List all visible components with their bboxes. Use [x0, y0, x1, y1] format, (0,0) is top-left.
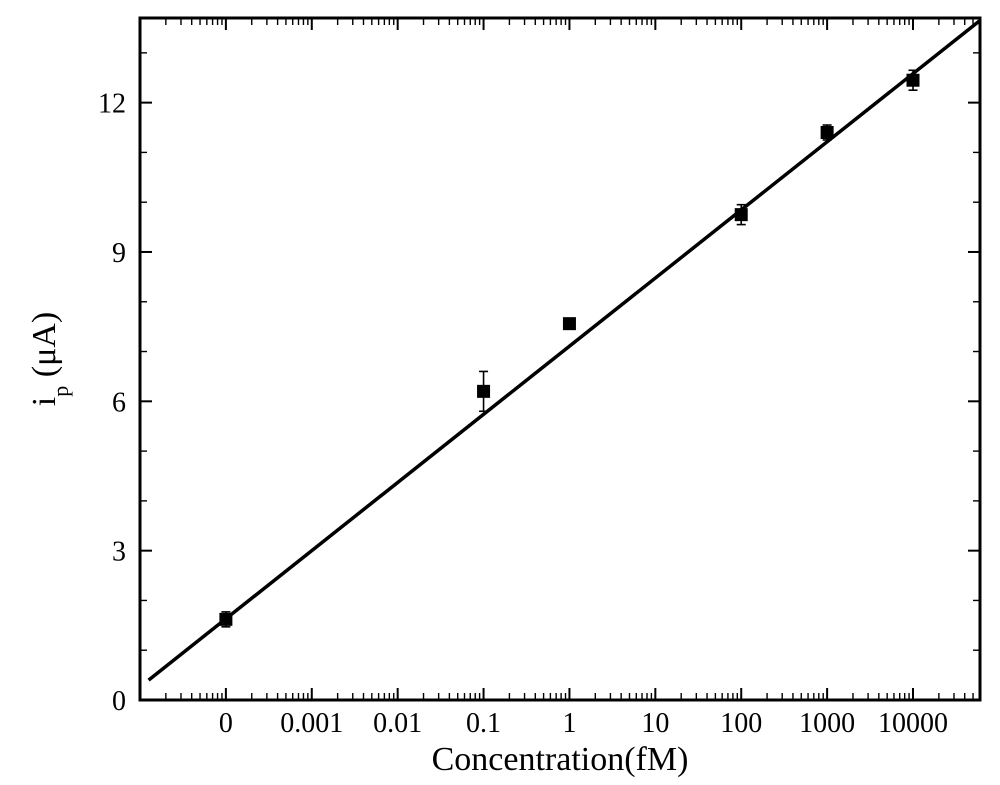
x-tick-label-extra: 0 [219, 708, 233, 739]
data-point [563, 317, 576, 330]
y-tick-label: 12 [98, 89, 126, 120]
data-point [477, 385, 490, 398]
y-tick-label: 3 [112, 537, 126, 568]
x-tick-label: 100 [720, 708, 762, 739]
x-tick-label: 0.1 [466, 708, 501, 739]
x-axis-label: Concentration(fM) [432, 741, 689, 778]
x-tick-label: 1 [562, 708, 576, 739]
x-tick-label: 0.01 [373, 708, 422, 739]
chart-bg [0, 0, 1000, 785]
x-tick-label: 1000 [799, 708, 855, 739]
scatter-chart: 0.001 0.01 0.1 1 10 100 1000 10000 0 0 3 6 9 12 Concen… [0, 0, 1000, 785]
data-point [735, 208, 748, 221]
data-point [907, 74, 920, 87]
y-tick-label: 6 [112, 387, 126, 418]
data-point [219, 613, 232, 626]
y-tick-label: 9 [112, 238, 126, 269]
data-point [821, 126, 834, 139]
x-tick-label: 10000 [878, 708, 948, 739]
y-tick-label: 0 [112, 686, 126, 717]
x-tick-label: 0.001 [280, 708, 343, 739]
x-tick-label: 10 [641, 708, 669, 739]
chart-container: 0.001 0.01 0.1 1 10 100 1000 10000 0 0 3 6 9 12 Concen… [0, 0, 1000, 785]
